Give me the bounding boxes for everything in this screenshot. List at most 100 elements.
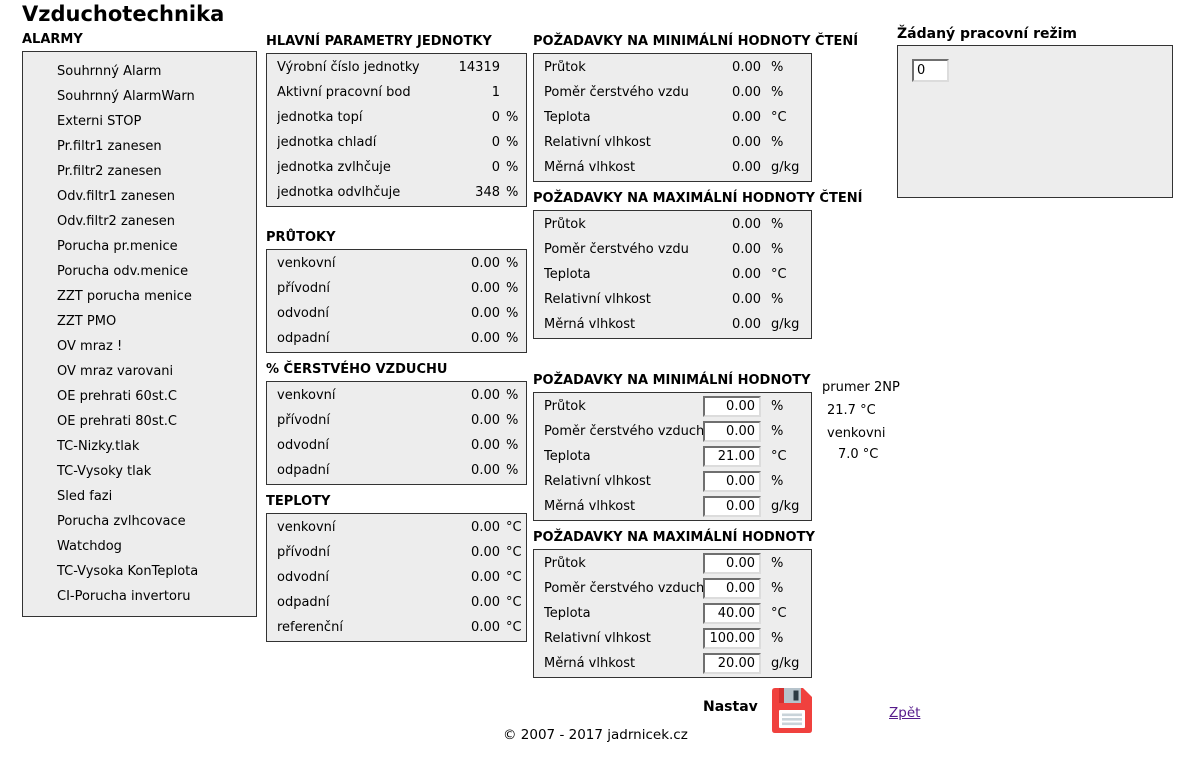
fresh-air-heading: % ČERSTVÉHO VZDUCHU [266, 362, 448, 377]
alarms-section: ALARMY Souhrnný Alarm Souhrnný AlarmWarn… [22, 33, 257, 617]
param-value: 0.00 [732, 292, 761, 307]
param-value: 0 [491, 160, 500, 175]
param-unit: °C [506, 520, 522, 535]
param-value: 0.00 [471, 256, 500, 271]
param-value: 0.00 [471, 388, 500, 403]
param-value: 0.00 [471, 331, 500, 346]
alarm-item: Odv.filtr1 zanesen [57, 189, 175, 204]
param-row: Poměr čerstvého vzduchu 0.00 % [534, 237, 811, 262]
alarm-item: Pr.filtr1 zanesen [57, 139, 162, 154]
param-value: 0.00 [732, 217, 761, 232]
param-row: Relativní vlhkost 0.00 % [534, 287, 811, 312]
param-label: Průtok [544, 60, 586, 75]
param-row: jednotka chladí 0 % [267, 130, 526, 155]
setpoint-unit: % [771, 399, 784, 414]
param-value: 0.00 [471, 438, 500, 453]
alarm-item: TC-Nizky.tlak [57, 439, 140, 454]
param-unit: % [506, 388, 519, 403]
param-row: Průtok 0.00 % [534, 212, 811, 237]
setpoint-unit: g/kg [771, 499, 800, 514]
param-label: jednotka chladí [277, 135, 377, 150]
back-link[interactable]: Zpět [889, 705, 921, 721]
setpoint-input[interactable] [703, 603, 761, 624]
work-mode-section: Žádaný pracovní režim [897, 27, 1173, 198]
param-value: 0.00 [471, 463, 500, 478]
param-label: odpadní [277, 331, 330, 346]
setpoint-input[interactable] [703, 396, 761, 417]
param-label: Teplota [544, 267, 591, 282]
alarm-item: OE prehrati 80st.C [57, 414, 177, 429]
setpoint-row: Průtok % [534, 551, 811, 576]
setpoint-input[interactable] [703, 421, 761, 442]
param-row: odvodní 0.00 % [267, 433, 526, 458]
unit-parameters-column: HLAVNÍ PARAMETRY JEDNOTKY Výrobní číslo … [266, 35, 527, 642]
alarm-item: Souhrnný AlarmWarn [57, 89, 195, 104]
param-unit: g/kg [771, 317, 800, 332]
param-unit: % [771, 85, 784, 100]
setpoint-unit: % [771, 631, 784, 646]
param-label: Aktivní pracovní bod [277, 85, 411, 100]
param-unit: % [506, 185, 519, 200]
temperatures-heading: TEPLOTY [266, 494, 331, 509]
param-value: 0 [491, 110, 500, 125]
setpoint-row: Relativní vlhkost % [534, 626, 811, 651]
param-unit: °C [771, 110, 787, 125]
param-value: 348 [475, 185, 500, 200]
setpoint-input[interactable] [703, 553, 761, 574]
alarm-item: Sled fazi [57, 489, 113, 504]
sensor-note-line: prumer 2NP [822, 380, 900, 395]
alarm-item: OE prehrati 60st.C [57, 389, 177, 404]
param-label: Relativní vlhkost [544, 135, 651, 150]
param-value: 0.00 [471, 306, 500, 321]
req-max-read-panel: Průtok 0.00 % Poměr čerstvého vzduchu 0.… [533, 210, 812, 339]
param-row: Teplota 0.00 °C [534, 105, 811, 130]
param-row: Výrobní číslo jednotky 14319 [267, 55, 526, 80]
param-row: přívodní 0.00 °C [267, 540, 526, 565]
param-label: Výrobní číslo jednotky [277, 60, 420, 75]
alarm-item: Porucha zvlhcovace [57, 514, 186, 529]
work-mode-input[interactable] [912, 59, 949, 82]
setpoint-unit: g/kg [771, 656, 800, 671]
param-label: jednotka topí [277, 110, 363, 125]
alarm-item: Watchdog [57, 539, 122, 554]
setpoint-label: Průtok [544, 399, 586, 414]
setpoint-input[interactable] [703, 578, 761, 599]
param-unit: % [506, 256, 519, 271]
param-row: venkovní 0.00 °C [267, 515, 526, 540]
param-unit: % [506, 413, 519, 428]
setpoint-row: Teplota °C [534, 601, 811, 626]
param-label: referenční [277, 620, 343, 635]
param-row: přívodní 0.00 % [267, 276, 526, 301]
alarm-item: OV mraz ! [57, 339, 123, 354]
setpoint-label: Relativní vlhkost [544, 631, 651, 646]
param-value: 0.00 [732, 242, 761, 257]
param-row: odpadní 0.00 % [267, 326, 526, 351]
temperatures-panel: venkovní 0.00 °C přívodní 0.00 °C odvodn… [266, 513, 527, 642]
param-unit: % [771, 60, 784, 75]
setpoint-label: Teplota [544, 606, 591, 621]
param-value: 0.00 [471, 595, 500, 610]
param-row: venkovní 0.00 % [267, 251, 526, 276]
alarm-item: TC-Vysoka KonTeplota [57, 564, 199, 579]
alarm-item: Odv.filtr2 zanesen [57, 214, 175, 229]
param-unit: °C [506, 570, 522, 585]
setpoint-input[interactable] [703, 653, 761, 674]
setpoint-input[interactable] [703, 628, 761, 649]
param-unit: % [506, 160, 519, 175]
alarm-item: TC-Vysoky tlak [57, 464, 152, 479]
param-value: 0.00 [732, 85, 761, 100]
save-button[interactable] [772, 688, 812, 733]
req-min-set-panel: Průtok % Poměr čerstvého vzduchu % Teplo… [533, 392, 812, 521]
setpoint-input[interactable] [703, 496, 761, 517]
param-row: odpadní 0.00 % [267, 458, 526, 483]
setpoint-unit: % [771, 474, 784, 489]
param-label: odvodní [277, 306, 329, 321]
setpoint-row: Poměr čerstvého vzduchu % [534, 576, 811, 601]
page-title: Vzduchotechnika [22, 2, 225, 26]
setpoint-input[interactable] [703, 471, 761, 492]
setpoint-input[interactable] [703, 446, 761, 467]
alarm-item: Porucha odv.menice [57, 264, 189, 279]
param-value: 0.00 [471, 281, 500, 296]
alarms-heading: ALARMY [22, 32, 83, 47]
